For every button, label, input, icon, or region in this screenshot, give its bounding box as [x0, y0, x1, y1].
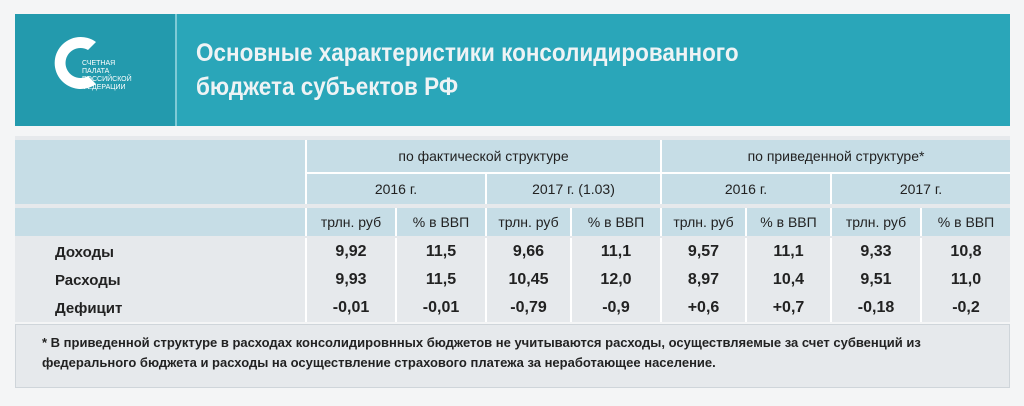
value-cell: 10,4 — [745, 266, 830, 294]
title-line: Основные характеристики консолидированно… — [196, 39, 739, 67]
value-cell: 11,0 — [920, 266, 1010, 294]
value-cell: 10,45 — [485, 266, 570, 294]
value-cell: 11,1 — [745, 238, 830, 266]
unit-header: трлн. руб — [660, 208, 745, 236]
logo-line: СЧЕТНАЯ — [82, 60, 116, 67]
unit-header: % в ВВП — [920, 208, 1010, 236]
logo-line: ФЕДЕРАЦИИ — [82, 84, 126, 91]
period-header: 2016 г. — [660, 174, 830, 204]
value-cell: 12,0 — [570, 266, 660, 294]
footnote-box: * В приведенной структуре в расходах кон… — [15, 324, 1010, 388]
units-bg — [15, 208, 1010, 236]
value-cell: 9,33 — [830, 238, 920, 266]
unit-header: % в ВВП — [745, 208, 830, 236]
unit-header: % в ВВП — [395, 208, 485, 236]
unit-header: % в ВВП — [570, 208, 660, 236]
value-cell: +0,6 — [660, 294, 745, 322]
period-header: 2016 г. — [305, 174, 485, 204]
value-cell: 11,5 — [395, 238, 485, 266]
value-cell: -0,2 — [920, 294, 1010, 322]
group-header: по фактической структуре — [305, 140, 660, 174]
value-cell: -0,01 — [395, 294, 485, 322]
row-label: Доходы — [55, 243, 114, 261]
value-cell: 9,93 — [305, 266, 395, 294]
value-cell: 11,1 — [570, 238, 660, 266]
title: Основные характеристики консолидированно… — [196, 36, 739, 104]
logo-mark — [54, 37, 96, 90]
value-cell: -0,9 — [570, 294, 660, 322]
logo-line: ПАЛАТА — [82, 68, 110, 75]
value-cell: 10,8 — [920, 238, 1010, 266]
row-label: Расходы — [55, 271, 121, 289]
unit-header: трлн. руб — [485, 208, 570, 236]
header-band — [15, 14, 1010, 126]
value-cell: 8,97 — [660, 266, 745, 294]
value-cell: +0,7 — [745, 294, 830, 322]
unit-header: трлн. руб — [830, 208, 920, 236]
unit-header: трлн. руб — [305, 208, 395, 236]
row-label: Дефицит — [55, 299, 123, 317]
value-cell: 9,66 — [485, 238, 570, 266]
period-header: 2017 г. — [830, 174, 1010, 204]
value-cell: -0,01 — [305, 294, 395, 322]
value-cell: 9,92 — [305, 238, 395, 266]
value-cell: -0,18 — [830, 294, 920, 322]
logo-text: СЧЕТНАЯ ПАЛАТА РОССИЙСКОЙ ФЕДЕРАЦИИ — [82, 60, 132, 92]
value-cell: 9,57 — [660, 238, 745, 266]
value-cell: 11,5 — [395, 266, 485, 294]
title-line: бюджета субъектов РФ — [196, 73, 459, 101]
logo-panel — [15, 14, 177, 126]
value-cell: -0,79 — [485, 294, 570, 322]
footnote: * В приведенной структуре в расходах кон… — [42, 335, 921, 370]
table: по фактической структуре по приведенной с… — [15, 136, 1010, 322]
period-header: 2017 г. (1.03) — [485, 174, 660, 204]
group-header: по приведенной структуре* — [660, 140, 1010, 174]
value-cell: 9,51 — [830, 266, 920, 294]
logo-line: РОССИЙСКОЙ — [82, 76, 132, 83]
